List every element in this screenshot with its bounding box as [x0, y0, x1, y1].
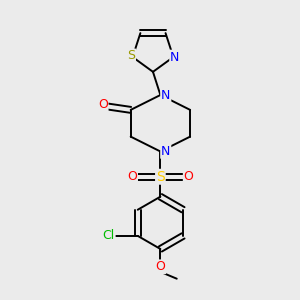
- Text: O: O: [127, 170, 137, 183]
- Text: O: O: [155, 260, 165, 273]
- Text: N: N: [161, 145, 170, 158]
- Text: N: N: [161, 88, 170, 101]
- Text: O: O: [98, 98, 108, 111]
- Text: S: S: [127, 50, 135, 62]
- Text: O: O: [184, 170, 194, 183]
- Text: Cl: Cl: [103, 230, 115, 242]
- Text: S: S: [156, 170, 165, 184]
- Text: N: N: [170, 50, 179, 64]
